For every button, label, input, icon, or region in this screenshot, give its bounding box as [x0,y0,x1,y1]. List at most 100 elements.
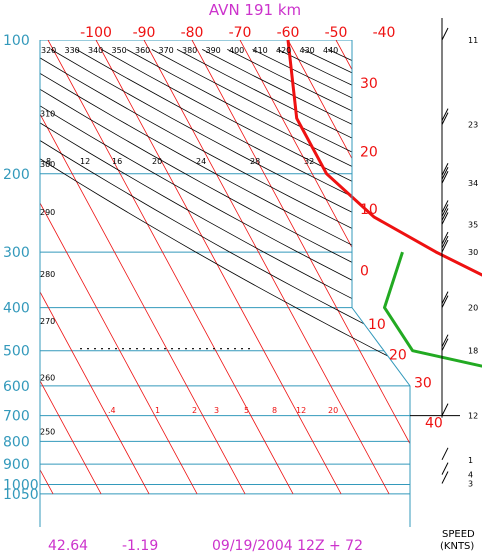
theta-left-label: 300 [40,160,55,169]
wind-barb [441,235,449,249]
dry-adiabat-line [277,49,410,495]
pressure-tick-label: 200 [3,167,30,183]
temperature-top-tick-label: -70 [229,25,252,41]
isotherm-line [287,40,410,495]
wind-speed-label: 11 [468,36,478,45]
wind-barb [441,447,449,461]
temperature-side-tick-label: 10 [368,317,386,333]
mixing-ratio-lower-label: 5 [244,406,249,415]
isotherm-line [40,40,198,495]
dry-adiabat-line [302,49,410,495]
pressure-tick-label: 600 [3,379,30,395]
wind-speed-label: 30 [468,248,478,257]
isotherm-line [40,40,246,495]
footer-value-1: 42.64 [48,538,88,553]
chart-title: AVN 191 km [209,1,301,19]
mixing-ratio-lower-label: .4 [108,406,116,415]
footer-datetime: 09/19/2004 12Z + 72 [212,538,363,553]
mixing-ratio-lower-label: 3 [214,406,219,415]
wind-barb [441,27,449,41]
wind-barb [441,291,449,304]
wind-barb [441,334,449,347]
pressure-tick-label: 300 [3,245,30,261]
theta-left-label: 250 [40,428,55,437]
dry-adiabat-line [327,49,410,495]
theta-top-label: 430 [300,46,315,55]
isotherm-line [335,40,410,495]
isotherm-line [40,40,102,495]
wind-barb [441,200,449,213]
wind-speed-label: 34 [468,179,478,188]
temperature-profile-line [286,39,482,277]
mixing-ratio-upper-label: 24 [196,157,206,166]
moist-adiabat-line [407,49,410,495]
profile-layer [286,39,482,368]
dry-adiabat-line [40,49,410,495]
wind-barb [441,208,449,221]
knots-label: (KNTS) [440,541,474,552]
isotherm-line [191,40,410,495]
wind-barb [441,403,449,416]
wind-barb [441,171,449,184]
wind-speed-label: 1 [468,456,473,465]
isotherm-line [40,40,150,495]
mixing-ratio-upper-label: 32 [304,157,314,166]
label-layer: 10020030040050060070080090010001050-100-… [3,25,443,527]
dry-adiabat-line [40,49,410,495]
pressure-tick-label: 1050 [3,487,39,503]
mixing-ratio-upper-label: 28 [250,157,260,166]
isotherm-line [95,40,342,495]
temperature-top-tick-label: -80 [181,25,204,41]
wind-barb [441,204,449,217]
theta-left-label: 260 [40,374,55,383]
wind-barb [441,239,449,253]
theta-top-label: 410 [253,46,268,55]
footer-value-2: -1.19 [122,538,158,553]
wind-speed-label: 23 [468,121,478,130]
pressure-tick-label: 800 [3,434,30,450]
speed-label: SPEED [442,529,475,540]
wind-speed-label: 12 [468,412,478,421]
dry-adiabat-line [40,49,410,495]
theta-top-label: 420 [276,46,291,55]
dry-adiabat-line [403,49,410,495]
theta-top-label: 350 [112,46,127,55]
theta-left-label: 310 [40,109,55,118]
wind-barb [441,163,449,176]
dewpoint-profile-line [383,251,482,368]
temperature-side-tick-label: 20 [360,144,378,160]
pressure-tick-label: 1000 [3,478,39,494]
theta-top-label: 320 [41,46,56,55]
isotherm-line [40,40,54,495]
mixing-ratio-upper-label: 16 [112,157,122,166]
temperature-top-tick-label: -100 [80,25,112,41]
wind-speed-label: 20 [468,304,478,313]
dry-adiabat-line [40,49,410,495]
theta-top-label: 330 [65,46,80,55]
theta-top-label: 390 [206,46,221,55]
mixing-ratio-lower-label: 20 [328,406,338,415]
isotherm-line [143,40,390,495]
mixing-ratio-lower-label: 2 [192,406,197,415]
wind-barb [441,167,449,180]
dry-adiabat-line [50,49,410,495]
theta-left-label: 290 [40,208,55,217]
temperature-side-tick-label: 10 [360,202,378,218]
wind-barb [441,471,449,484]
wind-speed-label: 4 [468,471,473,480]
temperature-top-tick-label: -60 [277,25,300,41]
dry-adiabat-line [40,49,410,495]
wind-layer: 11 23 34 35 30 20 18 12 1 43 [410,18,478,489]
pressure-tick-label: 400 [3,301,30,317]
wind-speed-label: 3 [468,480,473,489]
mixing-ratio-lower-label: 12 [296,406,306,415]
theta-left-label: 280 [40,270,55,279]
temperature-top-tick-label: -40 [373,25,396,41]
theta-top-label: 440 [323,46,338,55]
wind-barb [441,295,449,308]
temperature-side-tick-label: 20 [389,348,407,364]
wind-barb [441,112,449,125]
mixing-ratio-lower-label: 1 [155,406,160,415]
dry-adiabat-line [40,49,410,495]
